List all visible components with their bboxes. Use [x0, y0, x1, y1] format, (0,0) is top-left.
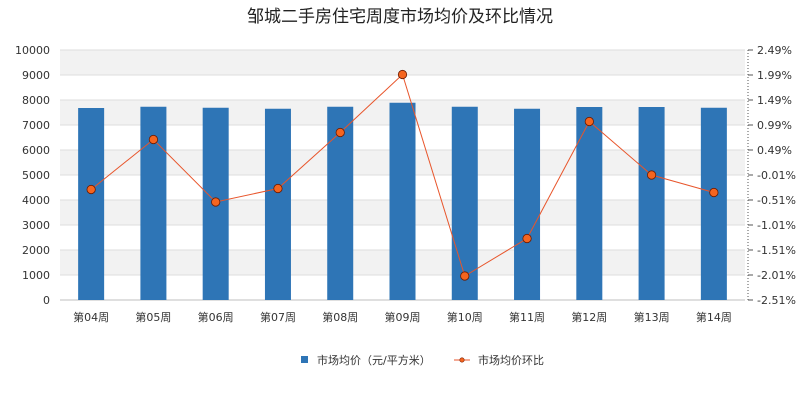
bar — [389, 102, 416, 300]
legend: 市场均价（元/平方米） 市场均价环比 — [301, 353, 544, 367]
bar — [78, 108, 105, 300]
data-point — [709, 187, 719, 198]
y-left-tick-label: 7000 — [22, 119, 50, 132]
legend-bar-label: 市场均价（元/平方米） — [317, 353, 431, 367]
x-tick-label: 第07周 — [260, 310, 296, 324]
y-right-tick-label: -2.01% — [757, 269, 796, 282]
y-right-tick-label: 0.49% — [757, 144, 792, 157]
x-tick-label: 第13周 — [634, 310, 670, 324]
y-right-tick-label: 1.49% — [757, 94, 792, 107]
y-right-tick-label: 0.99% — [757, 119, 792, 132]
bar — [327, 106, 354, 300]
y-left-tick-label: 5000 — [22, 169, 50, 182]
y-right-tick-label: -0.51% — [757, 194, 796, 207]
data-point — [148, 134, 159, 145]
bar — [451, 106, 478, 300]
y-left-tick-label: 3000 — [22, 219, 50, 232]
bar — [514, 108, 541, 300]
data-point — [86, 184, 96, 195]
data-point — [397, 69, 408, 80]
data-point — [646, 170, 657, 180]
y-left-tick-label: 2000 — [22, 244, 50, 257]
y-left-tick-label: 0 — [43, 294, 50, 307]
y-right-tick-label: 2.49% — [757, 44, 792, 57]
y-left-tick-label: 4000 — [22, 194, 50, 207]
y-left-tick-label: 8000 — [22, 94, 50, 107]
data-point — [522, 233, 532, 244]
bar — [638, 107, 665, 300]
y-left-tick-label: 10000 — [15, 44, 50, 57]
legend-bar-swatch — [301, 356, 308, 363]
bar — [264, 108, 291, 300]
x-tick-label: 第04周 — [73, 310, 109, 324]
y-right-tick-label: -1.01% — [757, 219, 796, 232]
data-point — [460, 271, 470, 281]
x-tick-label: 第11周 — [509, 310, 545, 324]
data-point — [273, 183, 283, 194]
y-right-tick-label: -1.51% — [757, 244, 796, 257]
x-tick-label: 第08周 — [322, 310, 358, 324]
y-right-tick-label: -2.51% — [757, 294, 796, 307]
bar — [576, 107, 603, 300]
y-left-tick-label: 1000 — [22, 269, 50, 282]
chart-title: 邹城二手房住宅周度市场均价及环比情况 — [247, 7, 553, 27]
tick-labels: 0 1000 2000 3000 4000 5000 6000 7000 8000 9000 100… — [15, 44, 796, 324]
bar-series — [78, 102, 727, 300]
legend-line-label: 市场均价环比 — [478, 353, 544, 367]
line-series — [86, 69, 719, 281]
x-tick-label: 第10周 — [447, 310, 483, 324]
y-left-tick-label: 9000 — [22, 69, 50, 82]
y-right-tick-label: 1.99% — [757, 69, 792, 82]
bar — [700, 107, 727, 300]
x-tick-label: 第06周 — [198, 310, 234, 324]
data-point — [335, 127, 345, 138]
y-right-tick-label: -0.01% — [757, 169, 796, 182]
data-point — [584, 116, 594, 127]
data-point — [211, 197, 221, 207]
x-tick-label: 第09周 — [385, 310, 421, 324]
x-tick-label: 第05周 — [135, 310, 171, 324]
x-tick-label: 第14周 — [696, 310, 732, 324]
x-tick-label: 第12周 — [571, 310, 607, 324]
y-left-tick-label: 6000 — [22, 144, 50, 157]
legend-line-marker — [459, 357, 465, 363]
